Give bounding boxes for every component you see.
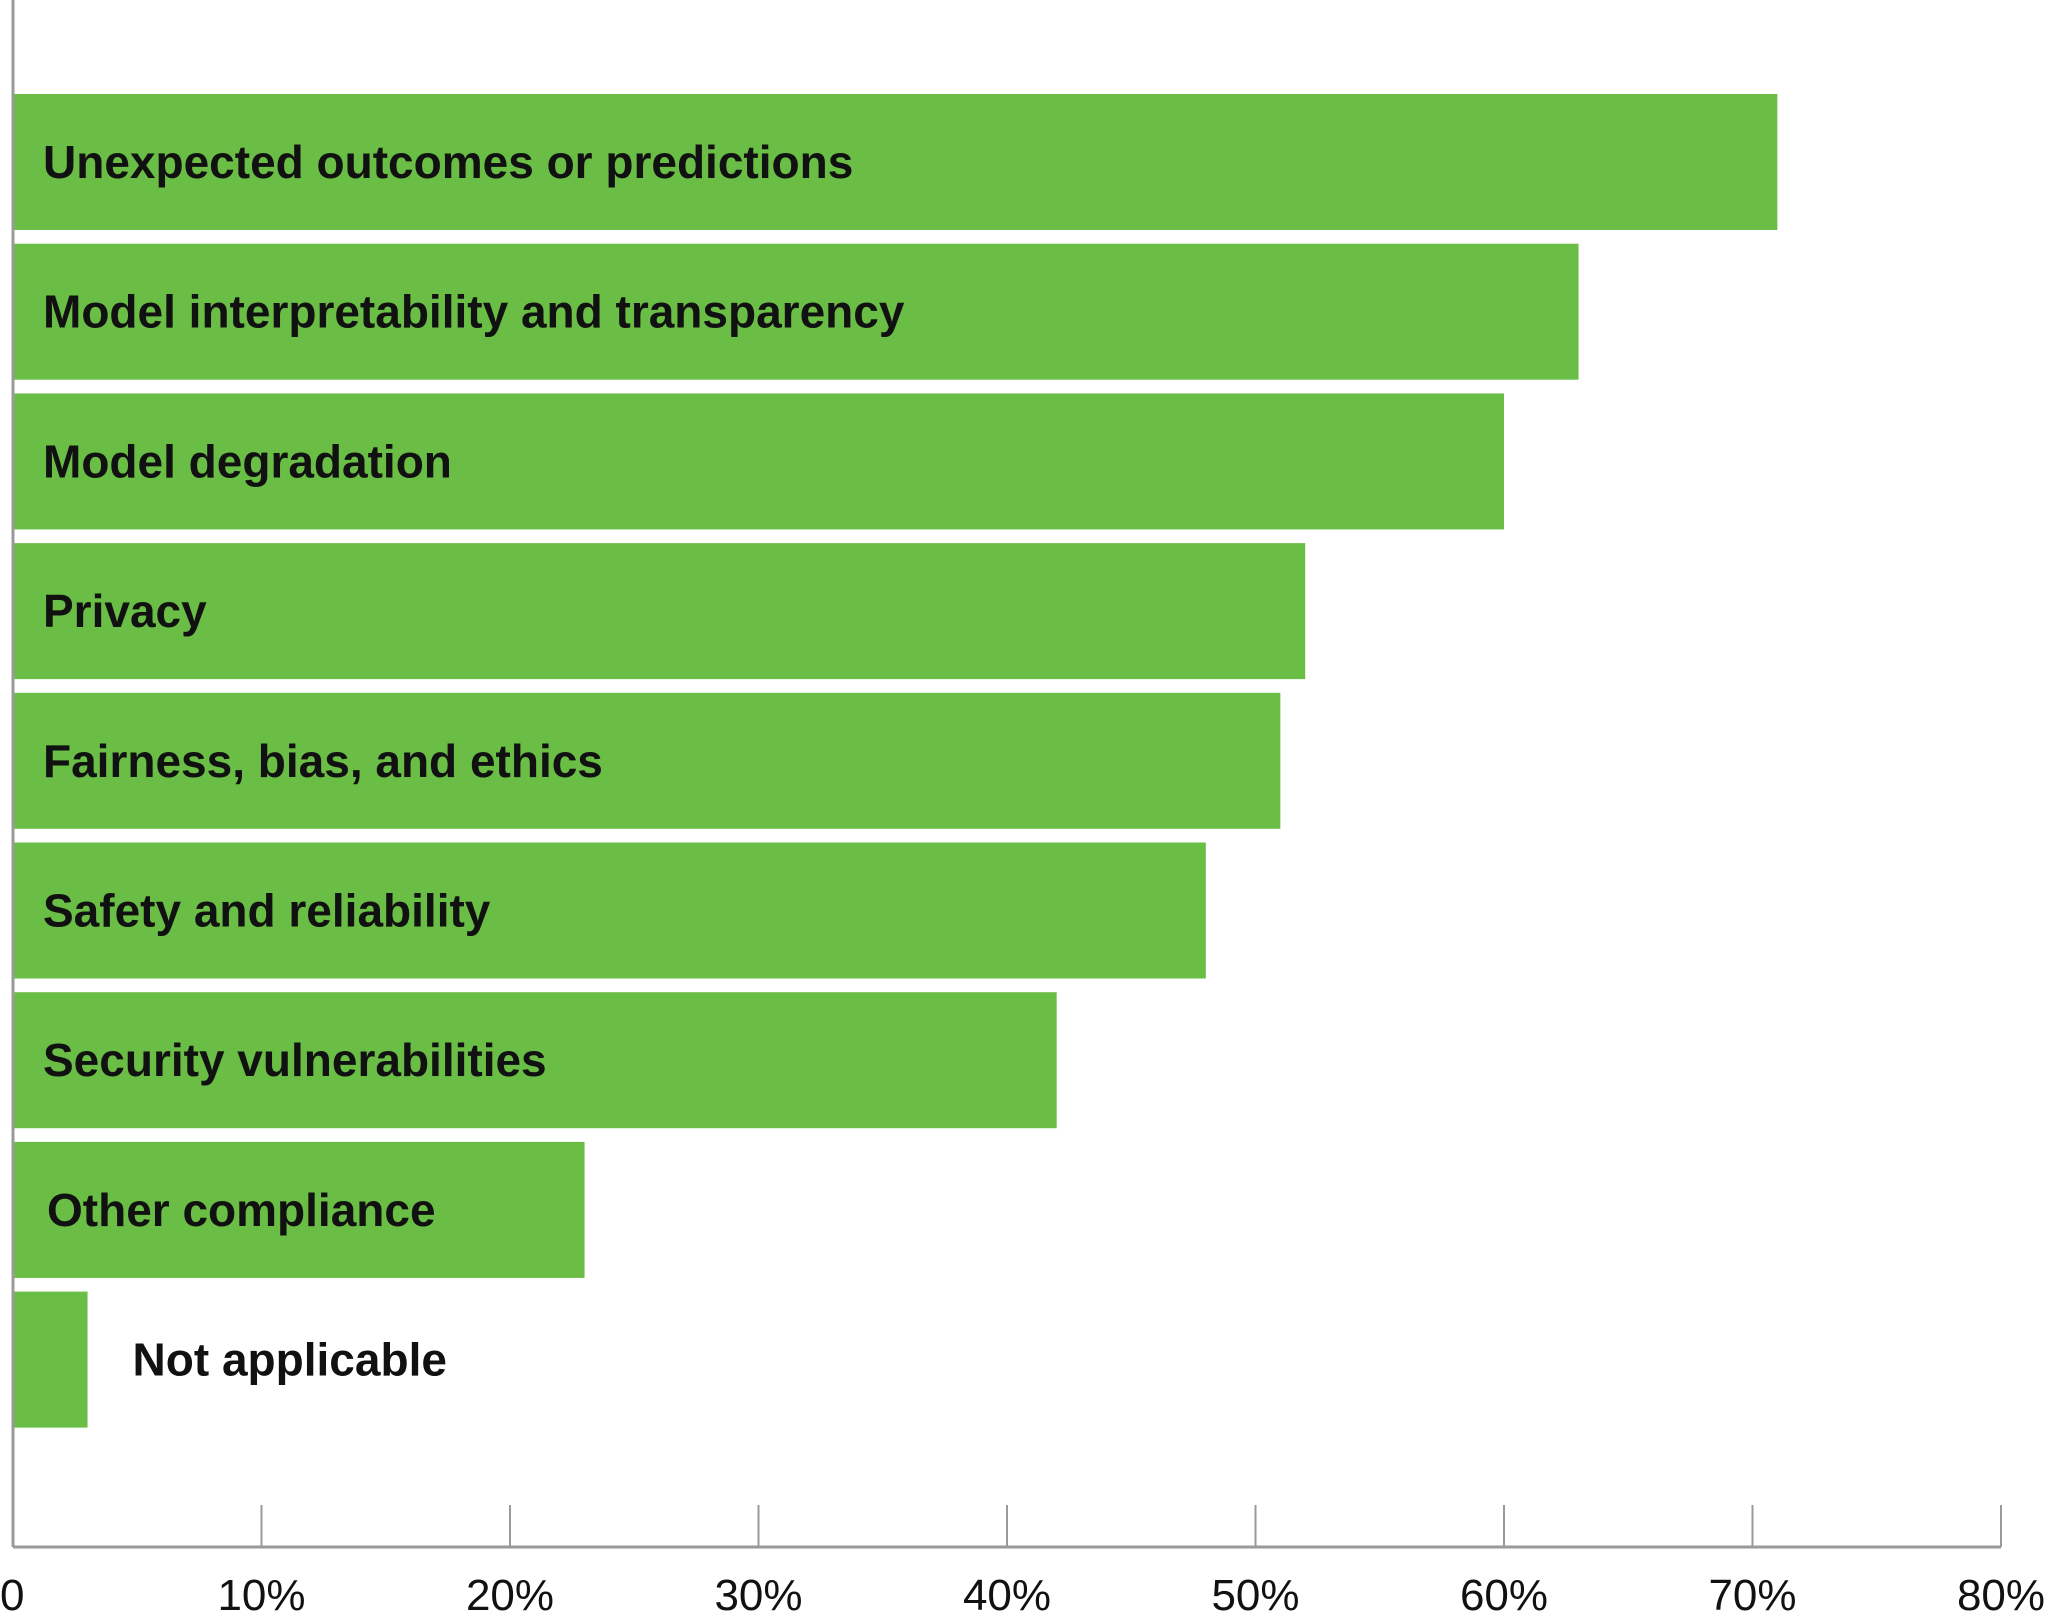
bar-label: Privacy — [43, 585, 207, 637]
x-tick-label: 30% — [714, 1571, 802, 1613]
x-tick-label: 70% — [1708, 1571, 1796, 1613]
bar — [13, 393, 1504, 530]
bar — [13, 1141, 585, 1278]
bar-label: Model degradation — [43, 435, 452, 487]
bar — [13, 543, 1306, 680]
bar-label: Security vulnerabilities — [43, 1034, 547, 1086]
x-tick-label: 60% — [1460, 1571, 1548, 1613]
bar — [13, 692, 1281, 829]
bars-group: Unexpected outcomes or predictions Model … — [13, 94, 1778, 1428]
bar-label: Unexpected outcomes or predictions — [43, 136, 853, 188]
x-tick-label: 40% — [963, 1571, 1051, 1613]
x-tick-label: 80% — [1957, 1571, 2045, 1613]
bar-label: Model interpretability and transparency — [43, 286, 905, 338]
x-tick-label: 0 — [0, 1571, 24, 1613]
x-tick-label: 50% — [1211, 1571, 1299, 1613]
bar — [13, 94, 1778, 230]
x-tick-label: 10% — [217, 1571, 305, 1613]
x-tick-label: 20% — [466, 1571, 554, 1613]
bar — [13, 1291, 88, 1428]
bar — [13, 842, 1206, 979]
bar-label: Fairness, bias, and ethics — [43, 735, 603, 787]
bar-label: Safety and reliability — [43, 885, 491, 937]
bar-label: Other compliance — [47, 1184, 436, 1236]
bar — [13, 992, 1057, 1129]
bar — [13, 243, 1579, 380]
bar-label: Not applicable — [133, 1334, 447, 1386]
